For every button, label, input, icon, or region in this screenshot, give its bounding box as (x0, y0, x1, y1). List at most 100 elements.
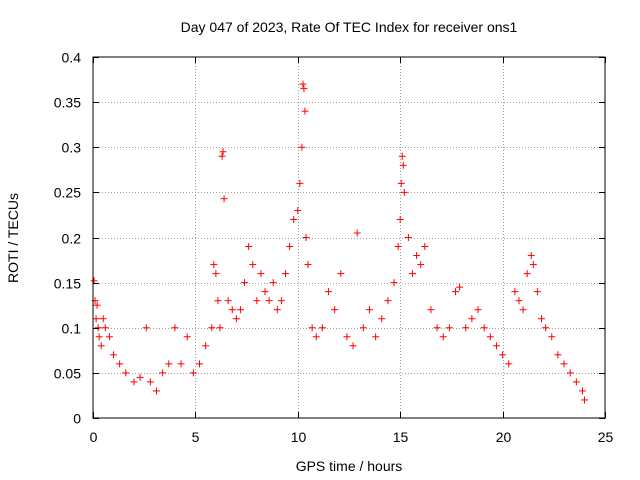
data-point (554, 351, 562, 359)
data-point (109, 351, 117, 359)
data-point (427, 306, 435, 314)
data-point (253, 297, 261, 305)
y-axis-label: ROTI / TECUs (5, 193, 21, 283)
data-point (486, 333, 494, 341)
data-point (399, 161, 407, 169)
data-point (165, 360, 173, 368)
data-point (220, 195, 228, 203)
data-point (325, 288, 333, 296)
data-point (542, 324, 550, 332)
y-tick-label: 0.3 (62, 140, 82, 156)
data-point (189, 369, 197, 377)
data-point (301, 107, 309, 115)
data-point (451, 288, 459, 296)
data-point (433, 324, 441, 332)
data-point (515, 297, 523, 305)
x-tick-label: 20 (496, 429, 512, 445)
data-point (245, 243, 253, 251)
data-point (445, 324, 453, 332)
data-point (511, 288, 519, 296)
data-point (142, 324, 150, 332)
data-point (533, 288, 541, 296)
data-point (116, 360, 124, 368)
data-point (261, 288, 269, 296)
data-point (273, 306, 281, 314)
data-point (353, 229, 361, 237)
y-tick-label: 0.1 (62, 321, 82, 337)
data-point (527, 252, 535, 260)
data-point (216, 324, 224, 332)
data-point (538, 315, 546, 323)
data-point (390, 279, 398, 287)
data-point (210, 261, 218, 269)
y-tick-label: 0.2 (62, 231, 82, 247)
data-point (195, 360, 203, 368)
data-point (171, 324, 179, 332)
data-point (302, 234, 310, 241)
data-point (249, 261, 257, 269)
data-point (299, 80, 307, 88)
data-point (417, 261, 425, 269)
data-point (159, 369, 167, 377)
x-tick-label: 25 (598, 429, 614, 445)
data-point (519, 306, 527, 314)
data-point (397, 179, 405, 187)
x-tick-label: 0 (90, 429, 98, 445)
data-point (219, 148, 227, 156)
data-point (298, 143, 306, 151)
data-point (97, 342, 105, 350)
data-point (218, 152, 226, 160)
data-point (312, 333, 320, 341)
data-point (400, 188, 408, 196)
data-point (581, 396, 589, 404)
data-point (343, 333, 351, 341)
data-point (566, 369, 574, 377)
data-point (277, 297, 285, 305)
data-point (290, 215, 298, 223)
data-point (152, 387, 160, 395)
data-point (331, 306, 339, 314)
data-point (548, 333, 556, 341)
data-point (384, 297, 392, 305)
data-point (560, 360, 568, 368)
data-point (92, 315, 100, 323)
data-point (480, 324, 488, 332)
data-point (224, 297, 232, 305)
data-point (337, 270, 345, 278)
data-point (462, 324, 470, 332)
data-points (90, 80, 589, 404)
chart-title: Day 047 of 2023, Rate Of TEC Index for r… (181, 19, 518, 35)
data-point (439, 333, 447, 341)
data-point (523, 270, 531, 278)
x-tick-label: 15 (393, 429, 409, 445)
data-point (474, 306, 482, 314)
data-point (296, 179, 304, 187)
data-point (101, 324, 109, 332)
data-point (136, 373, 144, 381)
data-point (94, 324, 102, 332)
data-point (241, 279, 249, 287)
data-point (404, 234, 412, 241)
data-point (349, 342, 357, 350)
data-point (300, 85, 308, 93)
data-point (529, 261, 537, 269)
data-point (372, 333, 380, 341)
data-point (492, 342, 500, 350)
data-point (177, 360, 185, 368)
data-point (308, 324, 316, 332)
data-point (408, 270, 416, 278)
grid-lines (93, 57, 605, 418)
y-tick-label: 0.35 (54, 95, 81, 111)
data-point (286, 243, 294, 251)
data-point (214, 297, 222, 305)
data-point (202, 342, 210, 350)
data-point (396, 215, 404, 223)
data-point (468, 315, 476, 323)
axis-ticks: 0 5 10 15 20 25 0 0.05 0.1 0.15 0.2 0.25 0.3 0.35 0.4 (54, 50, 614, 446)
data-point (378, 315, 386, 323)
data-point (130, 378, 138, 386)
data-point (269, 279, 277, 287)
data-point (572, 378, 580, 386)
